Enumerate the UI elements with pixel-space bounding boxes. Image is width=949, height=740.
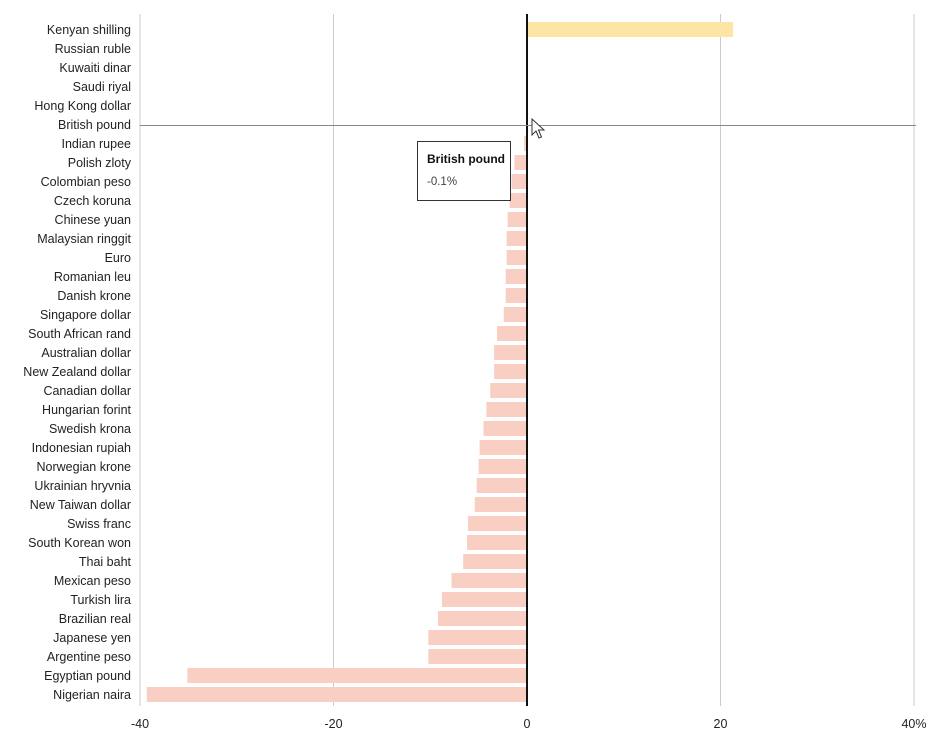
mouse-pointer-icon xyxy=(531,118,545,139)
category-label: Singapore dollar xyxy=(40,308,131,322)
category-label: Chinese yuan xyxy=(55,213,131,227)
category-label: Thai baht xyxy=(79,555,132,569)
bar[interactable] xyxy=(503,307,527,322)
bar[interactable] xyxy=(479,440,527,455)
bar[interactable] xyxy=(474,497,527,512)
category-label: Euro xyxy=(105,251,131,265)
category-label: Mexican peso xyxy=(54,574,131,588)
bar[interactable] xyxy=(428,649,527,664)
bar[interactable] xyxy=(478,459,527,474)
bar[interactable] xyxy=(476,478,527,493)
category-label: Indian rupee xyxy=(61,137,131,151)
x-tick-label: 0 xyxy=(524,717,531,731)
category-label: Russian ruble xyxy=(55,42,131,56)
category-label: Canadian dollar xyxy=(43,384,131,398)
category-label: British pound xyxy=(58,118,131,132)
bar[interactable] xyxy=(467,535,527,550)
x-axis-tick-labels: -40 -20 0 20 40% xyxy=(131,717,927,731)
category-labels: Kenyan shilling Russian ruble Kuwaiti dina… xyxy=(23,23,131,702)
bar[interactable] xyxy=(467,516,527,531)
bar[interactable] xyxy=(441,592,527,607)
category-label: Ukrainian hryvnia xyxy=(34,479,131,493)
category-label: South African rand xyxy=(28,327,131,341)
bar[interactable] xyxy=(437,611,527,626)
category-label: Saudi riyal xyxy=(73,80,131,94)
category-label: Kuwaiti dinar xyxy=(59,61,131,75)
bar[interactable] xyxy=(524,136,527,151)
bar[interactable] xyxy=(490,383,527,398)
bar[interactable] xyxy=(486,402,527,417)
category-label: Romanian leu xyxy=(54,270,131,284)
category-label: Hong Kong dollar xyxy=(34,99,131,113)
category-label: Egyptian pound xyxy=(44,669,131,683)
category-label: Polish zloty xyxy=(68,156,132,170)
bar[interactable] xyxy=(187,668,527,683)
bar[interactable] xyxy=(483,421,527,436)
tooltip-title: British pound xyxy=(427,152,505,166)
category-label: South Korean won xyxy=(28,536,131,550)
category-label: Argentine peso xyxy=(47,650,131,664)
category-label: Brazilian real xyxy=(59,612,131,626)
grid-lines xyxy=(139,14,915,706)
category-label: Japanese yen xyxy=(53,631,131,645)
bar[interactable] xyxy=(505,288,527,303)
bar[interactable] xyxy=(527,22,734,37)
tooltip: British pound -0.1% xyxy=(417,141,511,201)
bar[interactable] xyxy=(494,345,527,360)
bar[interactable] xyxy=(497,326,527,341)
category-label: Czech koruna xyxy=(54,194,131,208)
bar[interactable] xyxy=(511,174,527,189)
x-tick-label: -40 xyxy=(131,717,149,731)
category-label: Indonesian rupiah xyxy=(32,441,131,455)
category-label: Swedish krona xyxy=(49,422,131,436)
bar[interactable] xyxy=(146,687,527,702)
bar[interactable] xyxy=(463,554,527,569)
bar[interactable] xyxy=(506,231,527,246)
category-label: Turkish lira xyxy=(70,593,131,607)
bar[interactable] xyxy=(506,250,527,265)
bar[interactable] xyxy=(494,364,527,379)
x-tick-label: 40% xyxy=(901,717,926,731)
category-label: Swiss franc xyxy=(67,517,131,531)
x-tick-label: 20 xyxy=(714,717,728,731)
category-label: Colombian peso xyxy=(41,175,131,189)
category-label: Malaysian ringgit xyxy=(37,232,131,246)
bar[interactable] xyxy=(505,269,527,284)
category-label: New Zealand dollar xyxy=(23,365,131,379)
bar[interactable] xyxy=(428,630,527,645)
category-label: Norwegian krone xyxy=(37,460,132,474)
x-tick-label: -20 xyxy=(324,717,342,731)
category-label: Danish krone xyxy=(57,289,131,303)
category-label: Hungarian forint xyxy=(42,403,131,417)
bars xyxy=(146,22,734,702)
category-label: Kenyan shilling xyxy=(47,23,131,37)
category-label: Australian dollar xyxy=(41,346,131,360)
bar[interactable] xyxy=(451,573,527,588)
bar[interactable] xyxy=(509,193,527,208)
category-label: Nigerian naira xyxy=(53,688,131,702)
bar[interactable] xyxy=(507,212,527,227)
tooltip-value: -0.1% xyxy=(427,176,458,188)
category-label: New Taiwan dollar xyxy=(30,498,131,512)
bar[interactable] xyxy=(514,155,527,170)
